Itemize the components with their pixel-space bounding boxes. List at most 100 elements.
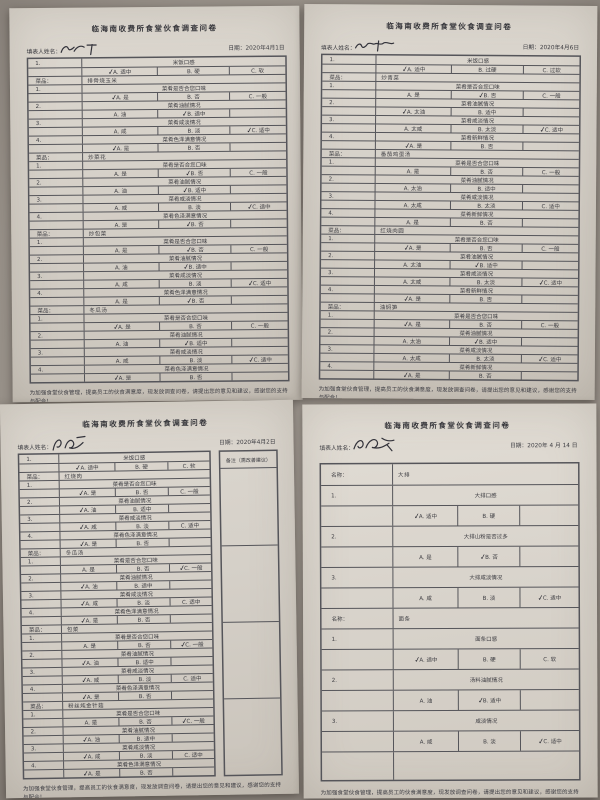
checkmark-handwriting: ✓ bbox=[78, 539, 87, 548]
checkmark-handwriting: ✓ bbox=[476, 695, 485, 706]
blank-cell bbox=[21, 582, 62, 592]
option-cell: C. 一般 bbox=[522, 91, 580, 100]
question-number: 4. bbox=[30, 289, 85, 298]
question-number: 1. bbox=[29, 161, 84, 170]
option-label: B. 太淡 bbox=[477, 202, 496, 210]
question-number: 1. bbox=[321, 158, 376, 166]
option-label: C. 适中 bbox=[543, 737, 562, 745]
question-number: 2. bbox=[320, 328, 375, 336]
option-label: B. 适中 bbox=[477, 108, 497, 116]
question-row: 2. 菜肴油腻情况 bbox=[321, 174, 579, 185]
option-cell: A. 是 bbox=[84, 246, 159, 254]
option-cell: ✓ B. 否 bbox=[158, 219, 231, 228]
form-header: 填表人姓名： 日期：2020年4月2日 bbox=[17, 431, 276, 452]
option-label: A. 适中 bbox=[418, 512, 438, 520]
option-cell: A. 油 bbox=[84, 263, 159, 271]
remarks-divider bbox=[221, 544, 278, 547]
blank-cell bbox=[321, 200, 376, 209]
option-cell: ✓ A. 油 bbox=[60, 506, 115, 514]
option-label: A. 是 bbox=[406, 218, 419, 226]
option-label: B. 硬 bbox=[186, 67, 200, 75]
blank-cell bbox=[20, 565, 61, 575]
option-cell: A. 咸 bbox=[394, 731, 458, 751]
option-label: A. 油 bbox=[113, 111, 127, 118]
question-number: 2. bbox=[321, 670, 394, 690]
question-text: 大排口感 bbox=[474, 492, 497, 499]
blank-cell bbox=[321, 141, 376, 149]
question-number: 4. bbox=[24, 761, 65, 770]
blank-cell bbox=[21, 599, 62, 609]
question-text: 米饭口感 bbox=[466, 57, 489, 65]
option-cell: A. 咸 bbox=[393, 588, 457, 608]
option-cell: ✓ B. 否 bbox=[157, 168, 230, 177]
options-row: ✓ A. 太油 B. 适中 bbox=[322, 106, 580, 117]
dish-name: 番茄鸡蛋汤 bbox=[380, 150, 411, 158]
option-label: A. 咸 bbox=[84, 523, 97, 531]
option-label: B. 硬 bbox=[482, 656, 496, 663]
question-number: 1. bbox=[22, 633, 63, 643]
option-cell: ✓ A. 适中 bbox=[59, 463, 114, 471]
option-cell: ✓ A. 咸 bbox=[60, 523, 115, 531]
dish-label: 菜品： bbox=[23, 701, 64, 710]
question-number: 2. bbox=[322, 98, 377, 107]
option-label: C. 一般 bbox=[542, 92, 561, 100]
blank-cell bbox=[321, 166, 376, 175]
dish-row: 菜品： 番茄鸡蛋汤 bbox=[321, 148, 579, 159]
checkmark-handwriting: ✓ bbox=[178, 563, 186, 572]
option-cell: C. 适中 bbox=[172, 750, 215, 759]
option-cell: A. 太咸 bbox=[376, 124, 451, 132]
option-label: A. 油 bbox=[114, 187, 127, 195]
question-text: 菜肴是否合您口味 bbox=[454, 236, 499, 244]
option-cell: ✓ C. 适中 bbox=[231, 355, 288, 364]
blank-cell bbox=[28, 68, 83, 77]
option-cell: B. 适中 bbox=[117, 657, 171, 667]
option-cell: A. 是 bbox=[393, 547, 457, 567]
option-label: A. 油 bbox=[419, 697, 433, 704]
blank-cell bbox=[28, 144, 84, 153]
option-label: A. 咸 bbox=[115, 357, 129, 365]
blank-cell bbox=[320, 294, 375, 302]
question-number: 3. bbox=[321, 192, 376, 200]
option-label: A. 太油 bbox=[403, 261, 422, 269]
question-number: 4. bbox=[21, 608, 62, 617]
question-text: 面条口感 bbox=[475, 635, 498, 643]
option-label: B. 适中 bbox=[482, 697, 502, 704]
question-number: 1. bbox=[20, 557, 61, 566]
option-cell: C. 适中 bbox=[169, 597, 212, 606]
option-label: A. 油 bbox=[86, 659, 99, 667]
blank-cell bbox=[320, 277, 375, 285]
question-row: 1. 菜肴是否合您口味 bbox=[321, 233, 579, 244]
option-cell: ✓ B. 适中 bbox=[159, 338, 232, 347]
option-cell bbox=[522, 142, 579, 151]
options-row: A. 太咸 B. 太淡 ✓ C. 适中 bbox=[320, 276, 578, 287]
option-cell: A. 咸 bbox=[84, 280, 159, 288]
question-number: 4. bbox=[22, 684, 63, 693]
option-cell bbox=[231, 338, 288, 347]
checkmark-handwriting: ✓ bbox=[185, 245, 193, 254]
option-cell: ✓ C. 一般 bbox=[169, 563, 212, 572]
footer-note: 为加强食堂伙食管理，提高员工的伙食满意度，现发放调查问卷，请提出您的意见和建议，… bbox=[318, 385, 577, 401]
option-cell: C. 一般 bbox=[522, 168, 579, 176]
option-cell: B. 否 bbox=[449, 218, 522, 227]
options-row: A. 太油 ✓ B. 适中 bbox=[321, 259, 579, 270]
option-cell: ✓ C. 适中 bbox=[519, 587, 579, 608]
empty-row bbox=[322, 750, 580, 780]
blank-cell bbox=[28, 110, 83, 119]
blank-cell bbox=[22, 693, 63, 702]
question-number: 1. bbox=[322, 55, 377, 64]
checkmark-handwriting: ✓ bbox=[81, 735, 90, 744]
option-cell: B. 否 bbox=[450, 167, 523, 176]
option-cell: B. 否 bbox=[449, 320, 522, 329]
options-row: ✓ A. 是 B. 否 C. 一般 bbox=[321, 242, 579, 253]
option-cell: B. 太淡 bbox=[448, 354, 521, 363]
option-label: B. 适中 bbox=[477, 185, 496, 193]
option-cell: ✓ B. 适中 bbox=[157, 109, 230, 118]
option-cell: ✓ A. 适中 bbox=[376, 65, 451, 73]
question-row: 4. 菜肴新鲜情况 bbox=[320, 284, 578, 295]
survey-table: 名称： 大排 1. 大排口感 ✓ A. 适中 B. 硬 2. 大排山粉是否过多 A. 是 ✓ B. 否… bbox=[319, 462, 581, 782]
blank-cell bbox=[322, 107, 377, 115]
option-label: C. 一般 bbox=[184, 564, 203, 572]
option-label: B. 否 bbox=[136, 539, 150, 547]
question-number: 2. bbox=[29, 255, 84, 264]
option-label: A. 油 bbox=[85, 583, 98, 590]
